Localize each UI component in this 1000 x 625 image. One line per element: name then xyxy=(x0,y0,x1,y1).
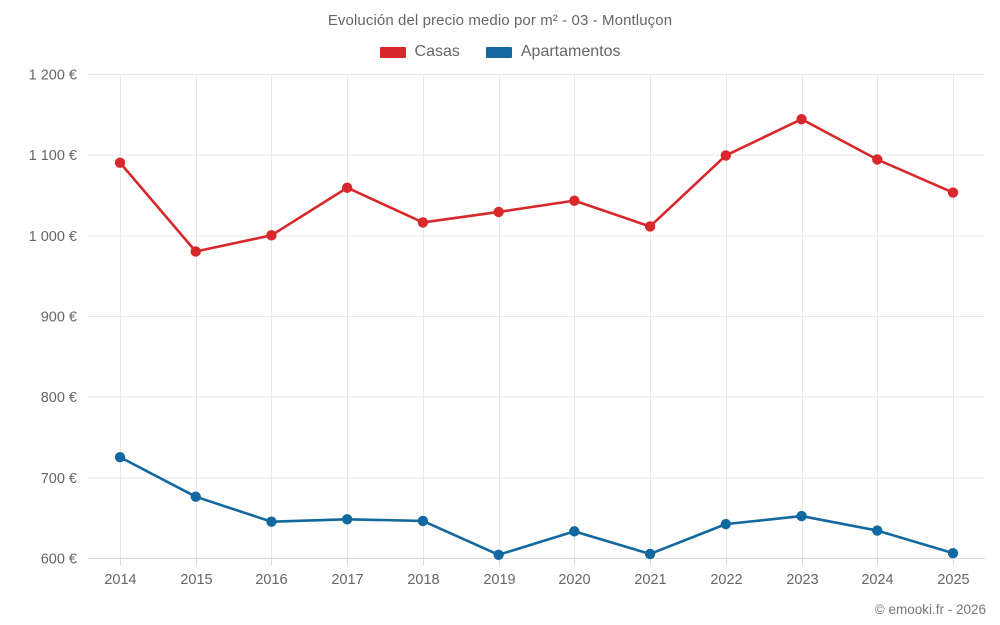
x-axis-tick-label: 2014 xyxy=(104,572,136,588)
x-axis-tick-label: 2015 xyxy=(180,572,212,588)
data-point-apartamentos-2025[interactable] xyxy=(947,547,959,559)
data-point-apartamentos-2018[interactable] xyxy=(417,515,429,527)
data-point-apartamentos-2022[interactable] xyxy=(720,518,732,530)
data-point-casas-2016[interactable] xyxy=(266,230,277,241)
x-axis-tick-label: 2022 xyxy=(710,572,742,588)
legend-label-apartamentos: Apartamentos xyxy=(520,43,621,60)
x-axis-tick-label: 2025 xyxy=(937,572,969,588)
data-point-apartamentos-2023[interactable] xyxy=(796,510,807,522)
data-point-casas-2019[interactable] xyxy=(493,206,504,218)
legend-swatch-casas xyxy=(379,46,406,58)
chart-title: Evolución del precio medio por m² - 03 -… xyxy=(327,12,673,29)
data-point-casas-2022[interactable] xyxy=(720,150,732,161)
y-axis-tick-label: 600 € xyxy=(41,552,77,568)
data-point-apartamentos-2015[interactable] xyxy=(190,491,201,502)
data-point-casas-2018[interactable] xyxy=(417,217,429,228)
legend-swatch-apartamentos xyxy=(485,46,512,58)
data-point-apartamentos-2014[interactable] xyxy=(114,451,126,463)
data-point-casas-2023[interactable] xyxy=(796,113,807,125)
data-point-casas-2025[interactable] xyxy=(947,187,959,198)
data-point-casas-2024[interactable] xyxy=(872,154,883,165)
legend-item-apartamentos[interactable]: Apartamentos xyxy=(485,43,621,61)
legend-label-casas: Casas xyxy=(414,43,460,60)
series-line-casas xyxy=(118,117,955,253)
data-point-apartamentos-2020[interactable] xyxy=(569,526,580,537)
data-point-apartamentos-2017[interactable] xyxy=(341,514,353,525)
y-axis-tick-label: 1 200 € xyxy=(29,68,77,84)
y-axis-tick-label: 800 € xyxy=(41,390,77,406)
data-point-apartamentos-2024[interactable] xyxy=(872,525,883,536)
y-axis-tick-label: 900 € xyxy=(41,310,77,326)
y-axis-tick-label: 1 000 € xyxy=(29,229,77,245)
credit-footer: © emooki.fr - 2026 xyxy=(874,602,986,617)
chart-legend: Casas Apartamentos xyxy=(0,43,1000,61)
series-line-apartamentos xyxy=(118,455,955,557)
x-axis-tick-label: 2021 xyxy=(634,572,666,588)
data-point-casas-2015[interactable] xyxy=(190,246,201,257)
x-axis-tick-label: 2024 xyxy=(861,572,893,588)
y-axis-tick-label: 1 100 € xyxy=(29,148,77,164)
data-point-apartamentos-2016[interactable] xyxy=(266,516,277,527)
x-axis-tick-label: 2016 xyxy=(255,572,287,588)
data-point-apartamentos-2021[interactable] xyxy=(644,548,656,560)
y-axis-tick-label: 700 € xyxy=(41,471,77,487)
x-axis-tick-label: 2018 xyxy=(407,572,439,588)
data-point-apartamentos-2019[interactable] xyxy=(493,549,504,560)
x-axis-tick-label: 2020 xyxy=(558,572,590,588)
data-point-casas-2017[interactable] xyxy=(341,182,353,193)
x-axis-tick-label: 2017 xyxy=(331,572,363,588)
data-point-casas-2020[interactable] xyxy=(569,195,580,206)
data-point-casas-2014[interactable] xyxy=(114,157,126,168)
legend-item-casas[interactable]: Casas xyxy=(379,43,460,61)
data-point-casas-2021[interactable] xyxy=(644,221,656,232)
x-axis-tick-label: 2019 xyxy=(483,572,515,588)
x-axis-tick-label: 2023 xyxy=(786,572,818,588)
